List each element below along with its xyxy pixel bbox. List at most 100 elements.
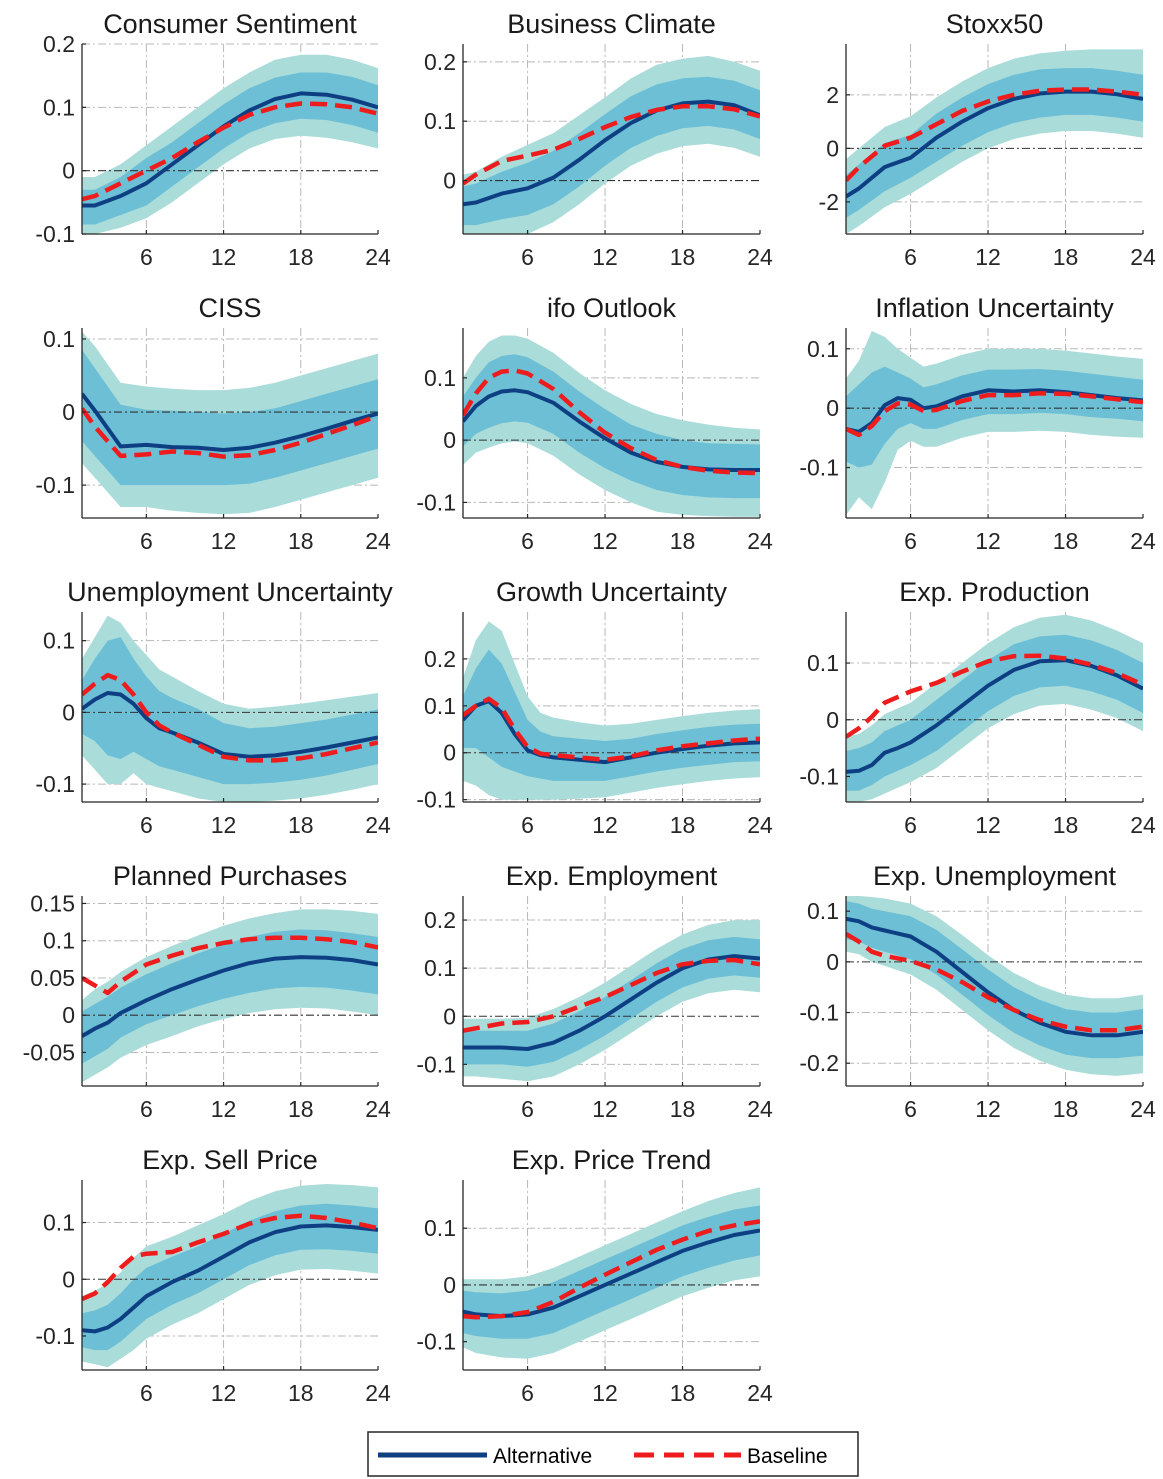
x-tick-label: 18 <box>288 1096 314 1122</box>
y-tick-label: 0.05 <box>30 965 75 991</box>
x-tick-label: 24 <box>365 812 391 838</box>
x-tick-label: 18 <box>288 244 314 270</box>
y-tick-label: -0.1 <box>416 1051 456 1077</box>
y-tick-label: 0 <box>826 135 839 161</box>
y-tick-label: 0 <box>443 427 456 453</box>
y-tick-label: -0.1 <box>35 1323 75 1349</box>
x-tick-label: 12 <box>211 1380 237 1406</box>
band-68 <box>82 349 378 486</box>
legend: Alternative Baseline <box>367 1431 859 1477</box>
y-tick-label: 0 <box>826 707 839 733</box>
y-tick-label: 0.2 <box>424 646 456 672</box>
x-tick-label: 18 <box>288 1380 314 1406</box>
x-tick-label: 18 <box>670 1380 696 1406</box>
y-tick-label: 0 <box>62 699 75 725</box>
band-68 <box>82 1203 378 1351</box>
y-tick-label: 0 <box>826 395 839 421</box>
panel-stoxx50: Stoxx50 6 12 18 24 -2 0 2 <box>819 9 1156 270</box>
y-tick-label: 0.1 <box>807 336 839 362</box>
x-tick-label: 12 <box>592 812 618 838</box>
x-tick-label: 12 <box>211 528 237 554</box>
x-tick-label: 18 <box>670 812 696 838</box>
x-tick-label: 24 <box>1130 528 1156 554</box>
series-line-alternative <box>82 392 378 452</box>
y-tick-label: 0 <box>443 1003 456 1029</box>
panel-title: Planned Purchases <box>113 861 347 891</box>
x-tick-label: 24 <box>747 812 773 838</box>
series-line-baseline <box>846 653 1143 739</box>
series-line-alternative <box>463 699 760 765</box>
y-tick-label: 0.1 <box>43 326 75 352</box>
band-68 <box>463 354 760 499</box>
plot-area <box>846 896 1143 1076</box>
x-tick-label: 12 <box>592 1380 618 1406</box>
legend-baseline-label: Baseline <box>747 1445 828 1468</box>
y-tick-label: 0.2 <box>424 49 456 75</box>
x-tick-label: 18 <box>670 528 696 554</box>
series-line-baseline <box>463 696 760 763</box>
x-tick-label: 18 <box>288 528 314 554</box>
y-tick-label: -0.05 <box>23 1039 75 1065</box>
x-tick-label: 24 <box>365 528 391 554</box>
panel-exp-sell-price: Exp. Sell Price 6 12 18 24 -0.1 0 0.1 <box>35 1145 391 1406</box>
y-tick-label: 2 <box>826 82 839 108</box>
panel-title: Exp. Unemployment <box>873 861 1117 891</box>
plot-area <box>82 54 378 234</box>
panel-growth-uncertainty: Growth Uncertainty 6 12 18 24 -0.1 0 0.1 0.2 <box>416 577 773 838</box>
x-tick-label: 6 <box>140 812 153 838</box>
panel-business-climate: Business Climate 6 12 18 24 0 0.1 0.2 <box>424 9 773 270</box>
x-tick-label: 18 <box>1053 528 1079 554</box>
panel-ifo-outlook: ifo Outlook 6 12 18 24 -0.1 0 0.1 <box>416 293 773 554</box>
y-tick-label: 0 <box>443 168 456 194</box>
panel-title: Inflation Uncertainty <box>875 293 1114 323</box>
y-tick-label: -0.1 <box>416 489 456 515</box>
y-tick-label: 0.1 <box>807 898 839 924</box>
series-line-baseline <box>463 957 760 1033</box>
y-tick-label: 0.1 <box>424 365 456 391</box>
x-tick-label: 6 <box>904 528 917 554</box>
y-tick-label: 0.1 <box>424 1215 456 1241</box>
x-tick-label: 6 <box>140 528 153 554</box>
y-tick-label: 0.2 <box>43 31 75 57</box>
y-tick-label: -0.1 <box>799 1000 839 1026</box>
panel-title: Unemployment Uncertainty <box>67 577 393 607</box>
x-tick-label: 6 <box>521 244 534 270</box>
y-tick-label: 0.1 <box>424 108 456 134</box>
plot-area <box>846 331 1143 515</box>
x-tick-label: 12 <box>211 1096 237 1122</box>
plot-area <box>463 621 760 800</box>
band-68 <box>846 634 1143 791</box>
series-line-baseline <box>463 368 760 476</box>
series-line-baseline <box>82 407 378 459</box>
series-line-baseline <box>82 935 378 996</box>
panel-title: Exp. Sell Price <box>142 1145 318 1175</box>
y-tick-label: 0.1 <box>43 1210 75 1236</box>
y-tick-label: 0.1 <box>43 928 75 954</box>
legend-alternative-label: Alternative <box>493 1445 592 1468</box>
plot-area <box>463 335 760 517</box>
x-tick-label: 12 <box>211 244 237 270</box>
y-tick-label: -0.1 <box>416 1329 456 1355</box>
x-tick-label: 6 <box>904 1096 917 1122</box>
x-tick-label: 6 <box>140 1096 153 1122</box>
x-tick-label: 18 <box>1053 244 1079 270</box>
panel-planned-purchases: Planned Purchases 6 12 18 24 -0.05 0 0.05 0.1 0.1… <box>23 861 391 1122</box>
x-tick-label: 12 <box>975 528 1001 554</box>
plot-area <box>82 1184 378 1368</box>
y-tick-label: 0.1 <box>424 955 456 981</box>
x-tick-label: 12 <box>211 812 237 838</box>
x-tick-label: 6 <box>521 1096 534 1122</box>
x-tick-label: 12 <box>975 1096 1001 1122</box>
panel-title: Exp. Production <box>899 577 1090 607</box>
x-tick-label: 24 <box>1130 812 1156 838</box>
x-tick-label: 12 <box>592 1096 618 1122</box>
panel-title: Consumer Sentiment <box>103 9 357 39</box>
panel-consumer-sentiment: Consumer Sentiment 6 12 18 24 -0.1 0 0.1 0.2 <box>35 9 391 270</box>
plot-area <box>82 909 378 1083</box>
y-tick-label: 0 <box>62 1002 75 1028</box>
series-line-baseline <box>846 391 1143 438</box>
series-line-alternative <box>82 955 378 1038</box>
plot-area <box>82 615 378 802</box>
series-line-alternative <box>82 1223 378 1334</box>
